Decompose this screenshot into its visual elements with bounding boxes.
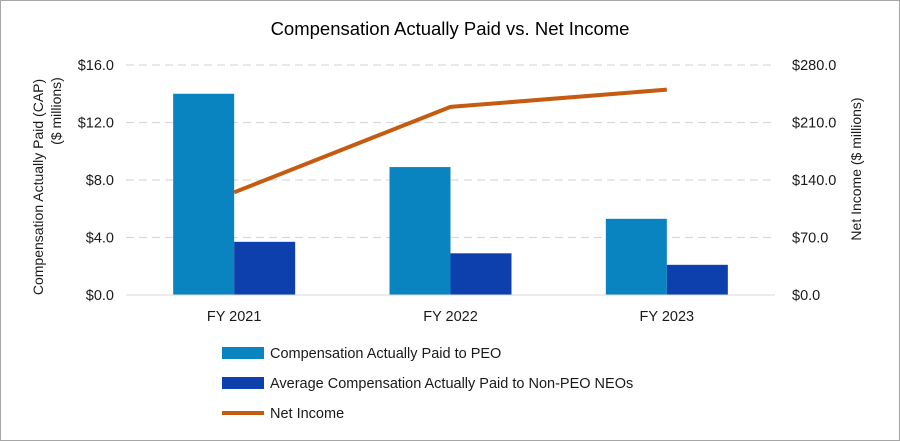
x-tick-label: FY 2021 <box>207 309 262 325</box>
neo-avg-cap-bar <box>450 253 512 295</box>
chart-title: Compensation Actually Paid vs. Net Incom… <box>271 18 630 39</box>
left-tick-label: $12.0 <box>78 116 114 132</box>
right-tick-label: $280.0 <box>792 58 836 74</box>
peo-cap-bar <box>173 93 235 295</box>
x-axis-ticks: FY 2021 FY 2022 FY 2023 <box>207 309 694 325</box>
left-axis-ticks: $0.0 $4.0 $8.0 $12.0 $16.0 <box>78 58 114 304</box>
left-axis-title-line1: Compensation Actually Paid (CAP) <box>30 79 46 295</box>
right-tick-label: $0.0 <box>792 288 820 304</box>
right-tick-label: $140.0 <box>792 173 836 189</box>
right-tick-label: $70.0 <box>792 231 828 247</box>
peo-cap-bar <box>389 167 451 295</box>
legend-swatch-neo <box>222 377 264 389</box>
right-tick-label: $210.0 <box>792 116 836 132</box>
left-axis-title-line2: ($ millions) <box>48 77 64 145</box>
left-tick-label: $4.0 <box>86 231 114 247</box>
left-tick-label: $8.0 <box>86 173 114 189</box>
right-axis-title: Net Income ($ millions) <box>848 97 864 240</box>
x-tick-label: FY 2023 <box>640 309 695 325</box>
left-tick-label: $0.0 <box>86 288 114 304</box>
legend-label: Compensation Actually Paid to PEO <box>270 346 501 362</box>
legend-label: Net Income <box>270 406 344 422</box>
net-income-line <box>233 87 667 195</box>
legend-swatch-peo <box>222 347 264 359</box>
legend: Compensation Actually Paid to PEO Average… <box>222 346 633 422</box>
peo-cap-bar <box>605 218 667 295</box>
legend-label: Average Compensation Actually Paid to No… <box>270 376 633 392</box>
net-income-line-group <box>233 87 667 195</box>
x-tick-label: FY 2022 <box>423 309 478 325</box>
neo-avg-cap-bar <box>666 264 728 295</box>
neo-avg-cap-bar <box>234 241 296 295</box>
left-tick-label: $16.0 <box>78 58 114 74</box>
right-axis-ticks: $0.0 $70.0 $140.0 $210.0 $280.0 <box>792 58 836 304</box>
bars <box>173 93 728 295</box>
